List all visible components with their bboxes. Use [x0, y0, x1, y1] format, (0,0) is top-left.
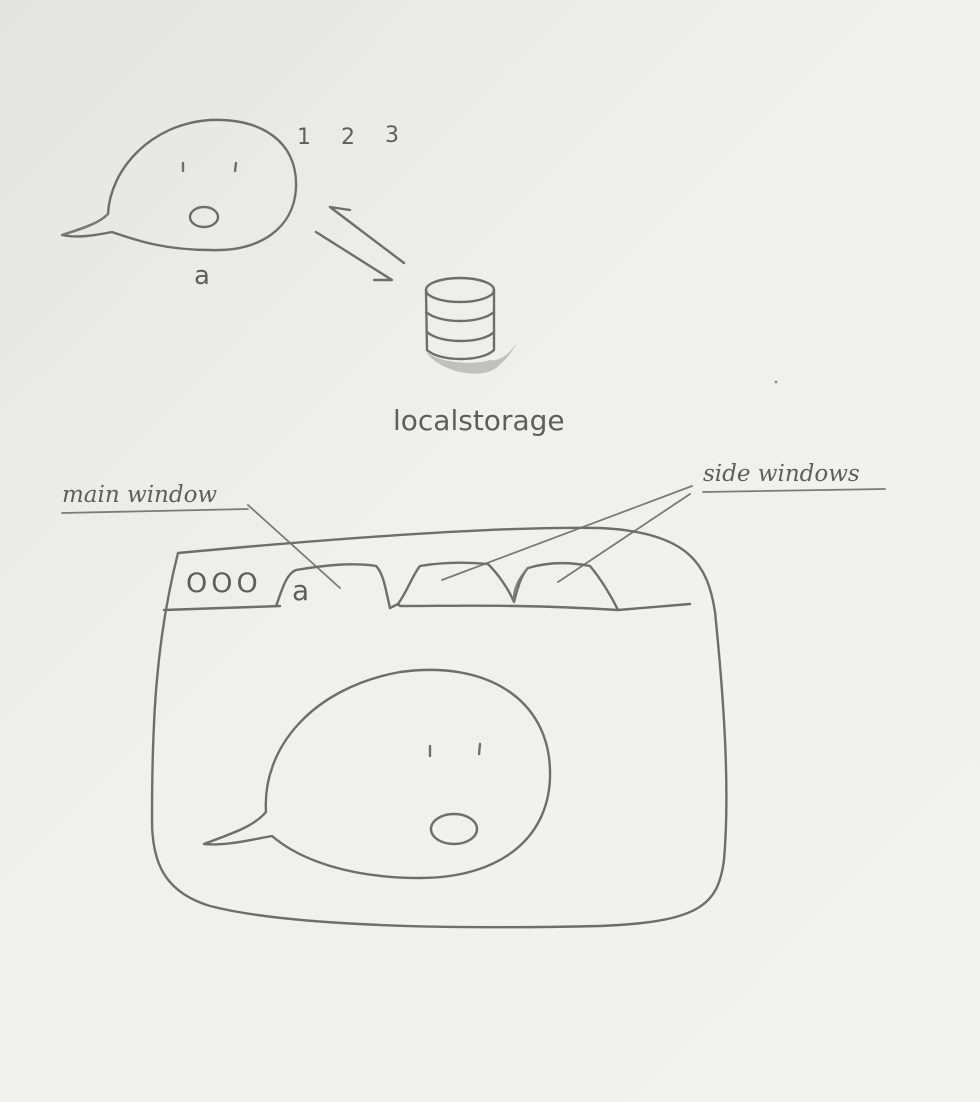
- counter-1: 1: [297, 125, 311, 150]
- main-window-label: main window: [62, 482, 217, 508]
- browser-right-eye: [479, 744, 480, 754]
- database-body: [426, 290, 494, 359]
- arrow-to-storage: [316, 232, 392, 280]
- browser-bubble-outline: [204, 670, 550, 878]
- browser-mouth: [431, 814, 477, 844]
- counter-2: 2: [341, 125, 355, 150]
- sync-arrows: [316, 207, 404, 280]
- main-window-underline: [62, 509, 248, 513]
- paper-speck: [775, 381, 778, 384]
- browser-character: [204, 670, 550, 878]
- tab-side-1[interactable]: [398, 563, 618, 610]
- top-right-eye: [235, 163, 236, 171]
- arrow-to-character: [330, 207, 404, 263]
- top-character: a 1 2 3: [62, 120, 399, 291]
- side-windows-pointer-1: [442, 486, 692, 580]
- database-top: [426, 278, 494, 302]
- database-ring-2: [427, 332, 494, 341]
- side-windows-label: side windows: [703, 461, 860, 487]
- side-windows-annotation: side windows: [442, 461, 885, 582]
- storage-label: localstorage: [393, 404, 565, 437]
- traffic-lights[interactable]: OOO: [186, 568, 262, 599]
- top-bubble-outline: [62, 120, 296, 250]
- database-ring-1: [426, 312, 494, 321]
- tab-bar-divider: [164, 604, 690, 610]
- counter-3: 3: [385, 123, 399, 148]
- database-icon: localstorage: [393, 278, 565, 437]
- side-windows-underline: [703, 489, 885, 492]
- side-windows-pointer-2: [558, 494, 690, 582]
- top-mouth: [190, 207, 218, 227]
- tab-main-label: a: [292, 574, 309, 607]
- browser-window: OOO a: [152, 528, 726, 927]
- top-character-label: a: [194, 261, 210, 291]
